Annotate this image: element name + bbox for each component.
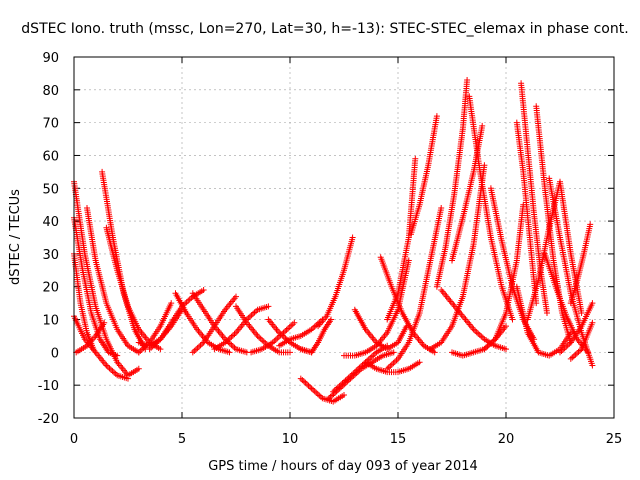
grid xyxy=(74,57,614,418)
plot-frame xyxy=(73,56,615,419)
series-arc-43 xyxy=(513,283,574,359)
y-tick-label: -20 xyxy=(38,412,59,427)
data-points xyxy=(71,77,596,405)
y-tick-label: 40 xyxy=(42,215,59,230)
data-marks xyxy=(351,306,410,353)
x-tick-label: 20 xyxy=(498,432,515,447)
series-arc-28 xyxy=(384,205,445,372)
series-arc-10 xyxy=(135,300,175,356)
data-marks xyxy=(84,205,142,356)
x-tick-label: 10 xyxy=(282,432,299,447)
data-marks xyxy=(438,287,509,353)
chart-title: dSTEC Iono. truth (mssc, Lon=270, Lat=30… xyxy=(21,21,628,37)
data-marks xyxy=(377,254,438,356)
data-marks xyxy=(466,93,516,323)
x-axis-label: GPS time / hours of day 093 of year 2014 xyxy=(208,459,478,474)
series-arc-47 xyxy=(567,221,594,307)
y-tick-label: 0 xyxy=(51,346,59,361)
data-marks xyxy=(135,300,175,356)
y-tick-label: 10 xyxy=(42,314,59,329)
series-arc-24 xyxy=(330,342,391,395)
data-marks xyxy=(433,77,471,290)
data-marks xyxy=(362,359,423,376)
y-tick-label: 50 xyxy=(42,182,59,197)
series-arc-29 xyxy=(408,113,440,238)
data-marks xyxy=(211,303,272,353)
data-marks xyxy=(384,205,445,372)
data-marks xyxy=(297,375,347,405)
series-arc-15 xyxy=(211,303,272,353)
series-arc-20 xyxy=(297,316,334,356)
y-tick-label: 30 xyxy=(42,248,59,263)
data-marks xyxy=(481,201,527,353)
series-arc-31 xyxy=(362,359,423,376)
series-arc-14 xyxy=(189,290,250,356)
x-tick-label: 25 xyxy=(606,432,623,447)
y-tick-label: 60 xyxy=(42,149,59,164)
y-tick-label: 90 xyxy=(42,51,59,66)
series-arc-49 xyxy=(541,250,592,356)
data-marks xyxy=(541,250,592,356)
data-marks xyxy=(384,155,419,323)
y-axis-label: dSTEC / TECUs xyxy=(8,189,23,285)
data-marks xyxy=(189,290,250,356)
x-tick-label: 0 xyxy=(70,432,78,447)
data-marks xyxy=(330,342,391,395)
series-arc-40 xyxy=(513,119,540,307)
x-tick-labels: 0 5 10 15 20 25 xyxy=(70,432,622,447)
data-marks xyxy=(315,234,356,330)
series-arc-37 xyxy=(438,287,509,353)
data-marks xyxy=(325,349,397,402)
series-arc-27 xyxy=(384,155,419,323)
data-marks xyxy=(99,168,149,353)
series-arc-21 xyxy=(315,234,356,330)
data-marks xyxy=(513,283,574,359)
x-tick-label: 5 xyxy=(178,432,186,447)
data-marks xyxy=(408,113,440,238)
series-arc-22 xyxy=(297,375,347,405)
y-tick-label: -10 xyxy=(38,379,59,394)
series-arc-07 xyxy=(99,168,149,353)
series-arc-23 xyxy=(325,349,397,402)
data-marks xyxy=(567,221,594,307)
y-tick-label: 20 xyxy=(42,281,59,296)
data-marks xyxy=(513,119,540,307)
data-marks xyxy=(73,319,108,356)
y-tick-label: 70 xyxy=(42,117,59,132)
series-arc-38 xyxy=(481,201,527,353)
series-arc-33 xyxy=(433,77,471,290)
y-tick-labels: -20 -10 0 10 20 30 40 50 60 70 80 90 xyxy=(38,51,59,427)
series-arc-05 xyxy=(73,319,108,356)
axis-ticks xyxy=(73,56,615,419)
series-arc-30 xyxy=(377,254,438,356)
data-marks xyxy=(297,316,334,356)
y-tick-label: 80 xyxy=(42,84,59,99)
series-arc-06 xyxy=(84,205,142,356)
series-arc-35 xyxy=(466,93,516,323)
series-arc-26 xyxy=(351,306,410,353)
x-tick-label: 15 xyxy=(390,432,407,447)
